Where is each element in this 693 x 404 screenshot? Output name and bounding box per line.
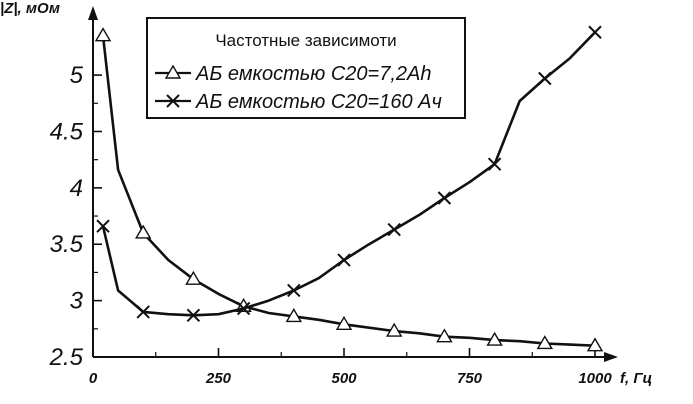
data-point-triangle: [335, 315, 353, 330]
data-point-cross: [136, 305, 150, 319]
data-point-triangle: [185, 270, 202, 285]
data-point-triangle: [436, 328, 453, 343]
data-point-cross: [588, 25, 602, 39]
x-tick-label: 500: [331, 370, 357, 387]
x-tick-label: 0: [89, 370, 98, 387]
legend-label-series-2: АБ емкостью С20=160 Ач: [195, 91, 442, 113]
legend-title: Частотные зависимоти: [215, 31, 396, 50]
data-point-triangle: [134, 224, 152, 239]
axes: 2.5 3 3.5 4 4.5 5 0 250 500 750 1000 |Z|, мОм f, Гц: [0, 0, 652, 387]
legend-marker-triangle-icon: [164, 64, 182, 79]
legend-label-series-1: АБ емкостью С20=7,2Ah: [195, 63, 432, 85]
y-tick-label: 4: [70, 175, 83, 202]
y-tick-label: 3: [70, 288, 84, 315]
data-point-triangle: [536, 335, 554, 350]
data-point-cross: [487, 157, 502, 171]
x-tick-label: 750: [457, 370, 483, 387]
y-axis-label: |Z|, мОм: [0, 0, 60, 17]
data-point-cross: [437, 191, 452, 205]
data-point-triangle: [285, 308, 303, 323]
data-point-cross: [186, 308, 201, 322]
legend-box: [146, 17, 466, 119]
x-axis-label: f, Гц: [620, 370, 652, 387]
y-tick-label: 3.5: [50, 231, 84, 258]
y-tick-label: 5: [70, 62, 84, 89]
data-point-cross: [387, 222, 401, 237]
legend: Частотные зависимоти АБ емкостью С20=7,2…: [146, 17, 466, 119]
y-axis-arrow-icon: [88, 6, 98, 20]
y-tick-label: 2.5: [49, 344, 84, 371]
data-point-triangle: [486, 331, 503, 346]
x-tick-label: 1000: [578, 370, 612, 387]
data-point-cross: [96, 219, 110, 233]
legend-marker-cross-icon: [166, 94, 180, 108]
data-point-triangle: [586, 337, 604, 352]
y-tick-label: 4.5: [50, 118, 84, 145]
x-axis-arrow-icon: [604, 352, 618, 362]
x-tick-label: 250: [205, 370, 232, 387]
data-point-cross: [287, 283, 301, 298]
data-point-cross: [236, 301, 251, 316]
data-point-triangle: [94, 27, 112, 42]
data-point-triangle: [385, 322, 403, 337]
data-point-cross: [538, 71, 552, 86]
data-point-cross: [337, 253, 351, 267]
series-layer: [94, 25, 604, 352]
series-2: [96, 25, 602, 322]
